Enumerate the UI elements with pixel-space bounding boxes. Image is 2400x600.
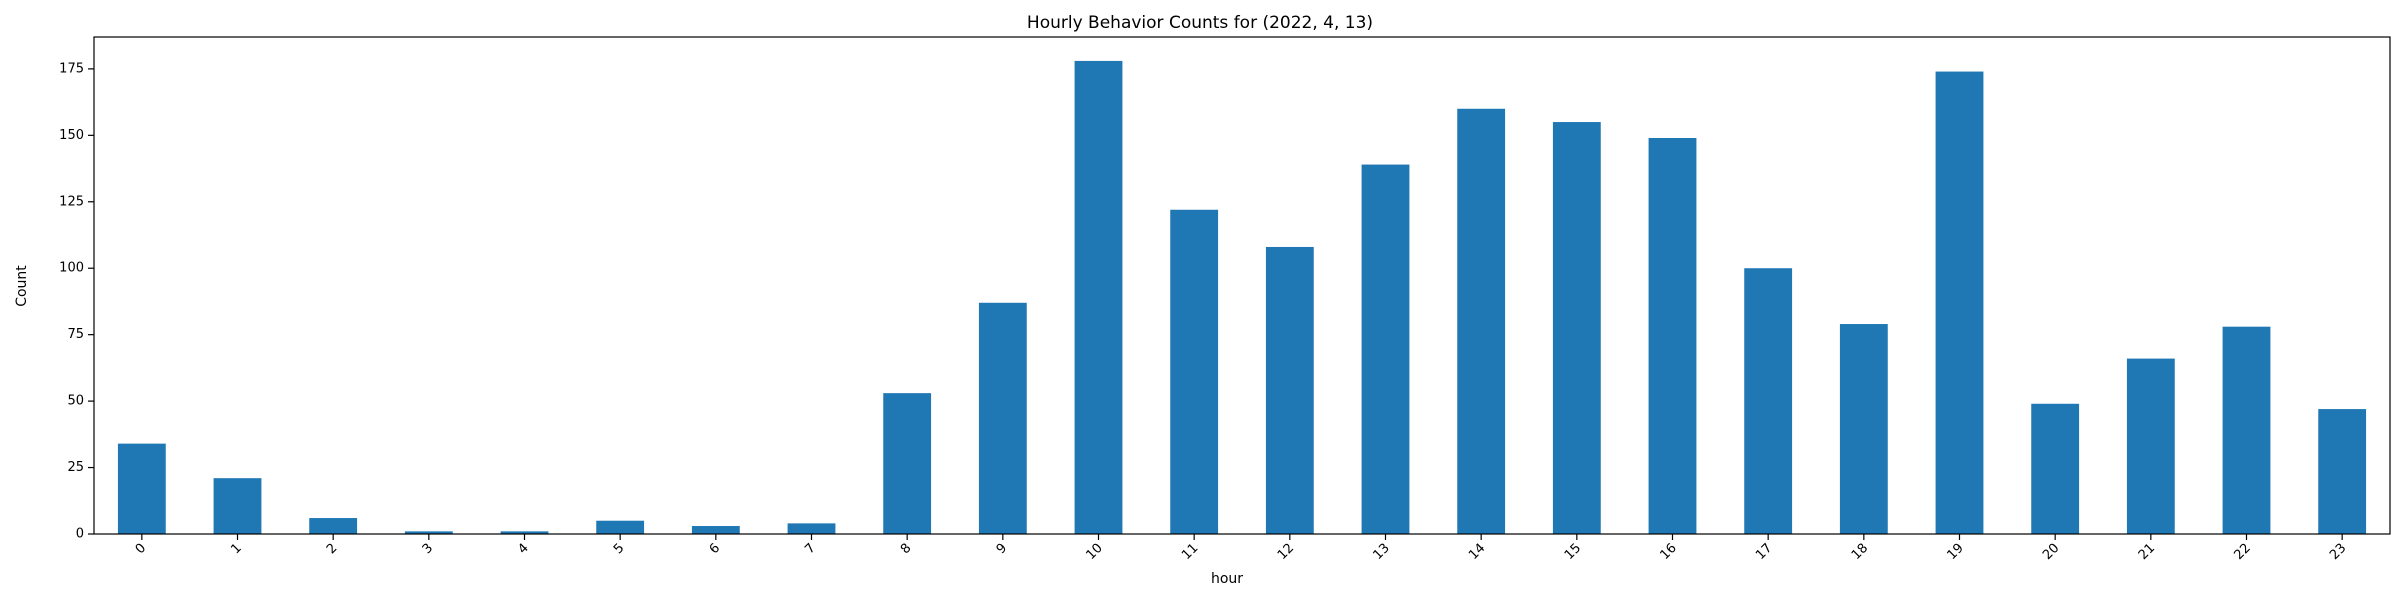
x-tick-label: 10 [1083, 541, 1105, 563]
bar-hour-18 [1839, 324, 1888, 534]
bar-hour-12 [1265, 246, 1314, 534]
x-tick-label: 6 [707, 541, 723, 557]
bar-hour-8 [883, 393, 932, 534]
x-tick-label: 0 [133, 541, 149, 557]
bar-hour-9 [978, 302, 1027, 534]
y-axis-ticks: 0 25 50 75 100 125 150 175 [59, 61, 94, 542]
x-tick-label: 3 [420, 541, 436, 557]
x-tick-label: 11 [1179, 541, 1201, 563]
x-tick-label: 19 [1944, 541, 1966, 563]
x-tick-label: 22 [2231, 541, 2253, 563]
y-tick-label: 150 [59, 128, 84, 143]
x-tick-label: 14 [1466, 541, 1488, 563]
x-axis-ticks: 0 1 2 3 4 5 6 7 8 9 10 11 12 13 14 15 16 17 18 19 20 21 22 23 [133, 534, 2349, 563]
x-tick-label: 15 [1562, 541, 1584, 563]
bar-hour-17 [1744, 268, 1793, 534]
bar-hour-10 [1074, 60, 1123, 534]
x-tick-label: 4 [515, 541, 531, 557]
bar-hour-19 [1935, 71, 1984, 534]
bar-hour-22 [2222, 326, 2271, 534]
bar-hour-3 [404, 531, 453, 534]
bar-hour-0 [117, 443, 166, 534]
bar-hour-14 [1457, 108, 1506, 534]
y-axis-label: Count [14, 265, 30, 307]
bar-hour-11 [1170, 209, 1219, 534]
y-tick-label: 125 [59, 194, 84, 209]
x-tick-label: 5 [611, 541, 627, 557]
bar-hour-16 [1648, 137, 1697, 534]
bar-hour-15 [1552, 122, 1601, 534]
x-tick-label: 9 [994, 541, 1010, 557]
bar-hour-23 [2318, 409, 2367, 534]
x-tick-label: 12 [1275, 541, 1297, 563]
bar-hour-20 [2031, 403, 2080, 534]
y-tick-label: 50 [67, 394, 84, 409]
chart-title: Hourly Behavior Counts for (2022, 4, 13) [1027, 13, 1373, 33]
y-tick-label: 75 [67, 327, 84, 342]
x-axis-label: hour [1211, 571, 1243, 587]
x-tick-label: 18 [1849, 541, 1871, 563]
x-tick-label: 7 [802, 541, 818, 557]
y-tick-label: 25 [67, 460, 84, 475]
x-tick-label: 13 [1370, 541, 1392, 563]
x-tick-label: 16 [1657, 541, 1679, 563]
y-tick-label: 175 [59, 61, 84, 76]
bar-hour-13 [1361, 164, 1410, 534]
x-tick-label: 8 [898, 541, 914, 557]
x-tick-label: 21 [2136, 541, 2158, 563]
x-tick-label: 20 [2040, 541, 2062, 563]
bar-hour-5 [596, 520, 645, 534]
bar-hour-7 [787, 523, 836, 534]
bar-hour-6 [691, 526, 740, 534]
bar-hour-1 [213, 478, 262, 534]
bar-hour-4 [500, 531, 549, 534]
bar-hour-21 [2126, 358, 2175, 534]
plot-frame [93, 36, 2391, 535]
bar-hour-2 [309, 518, 358, 534]
bars [117, 60, 2367, 534]
x-tick-label: 17 [1753, 541, 1775, 563]
x-tick-label: 1 [228, 541, 244, 557]
y-tick-label: 100 [59, 261, 84, 276]
x-tick-label: 2 [324, 541, 340, 557]
y-tick-label: 0 [76, 527, 84, 542]
x-tick-label: 23 [2327, 541, 2349, 563]
